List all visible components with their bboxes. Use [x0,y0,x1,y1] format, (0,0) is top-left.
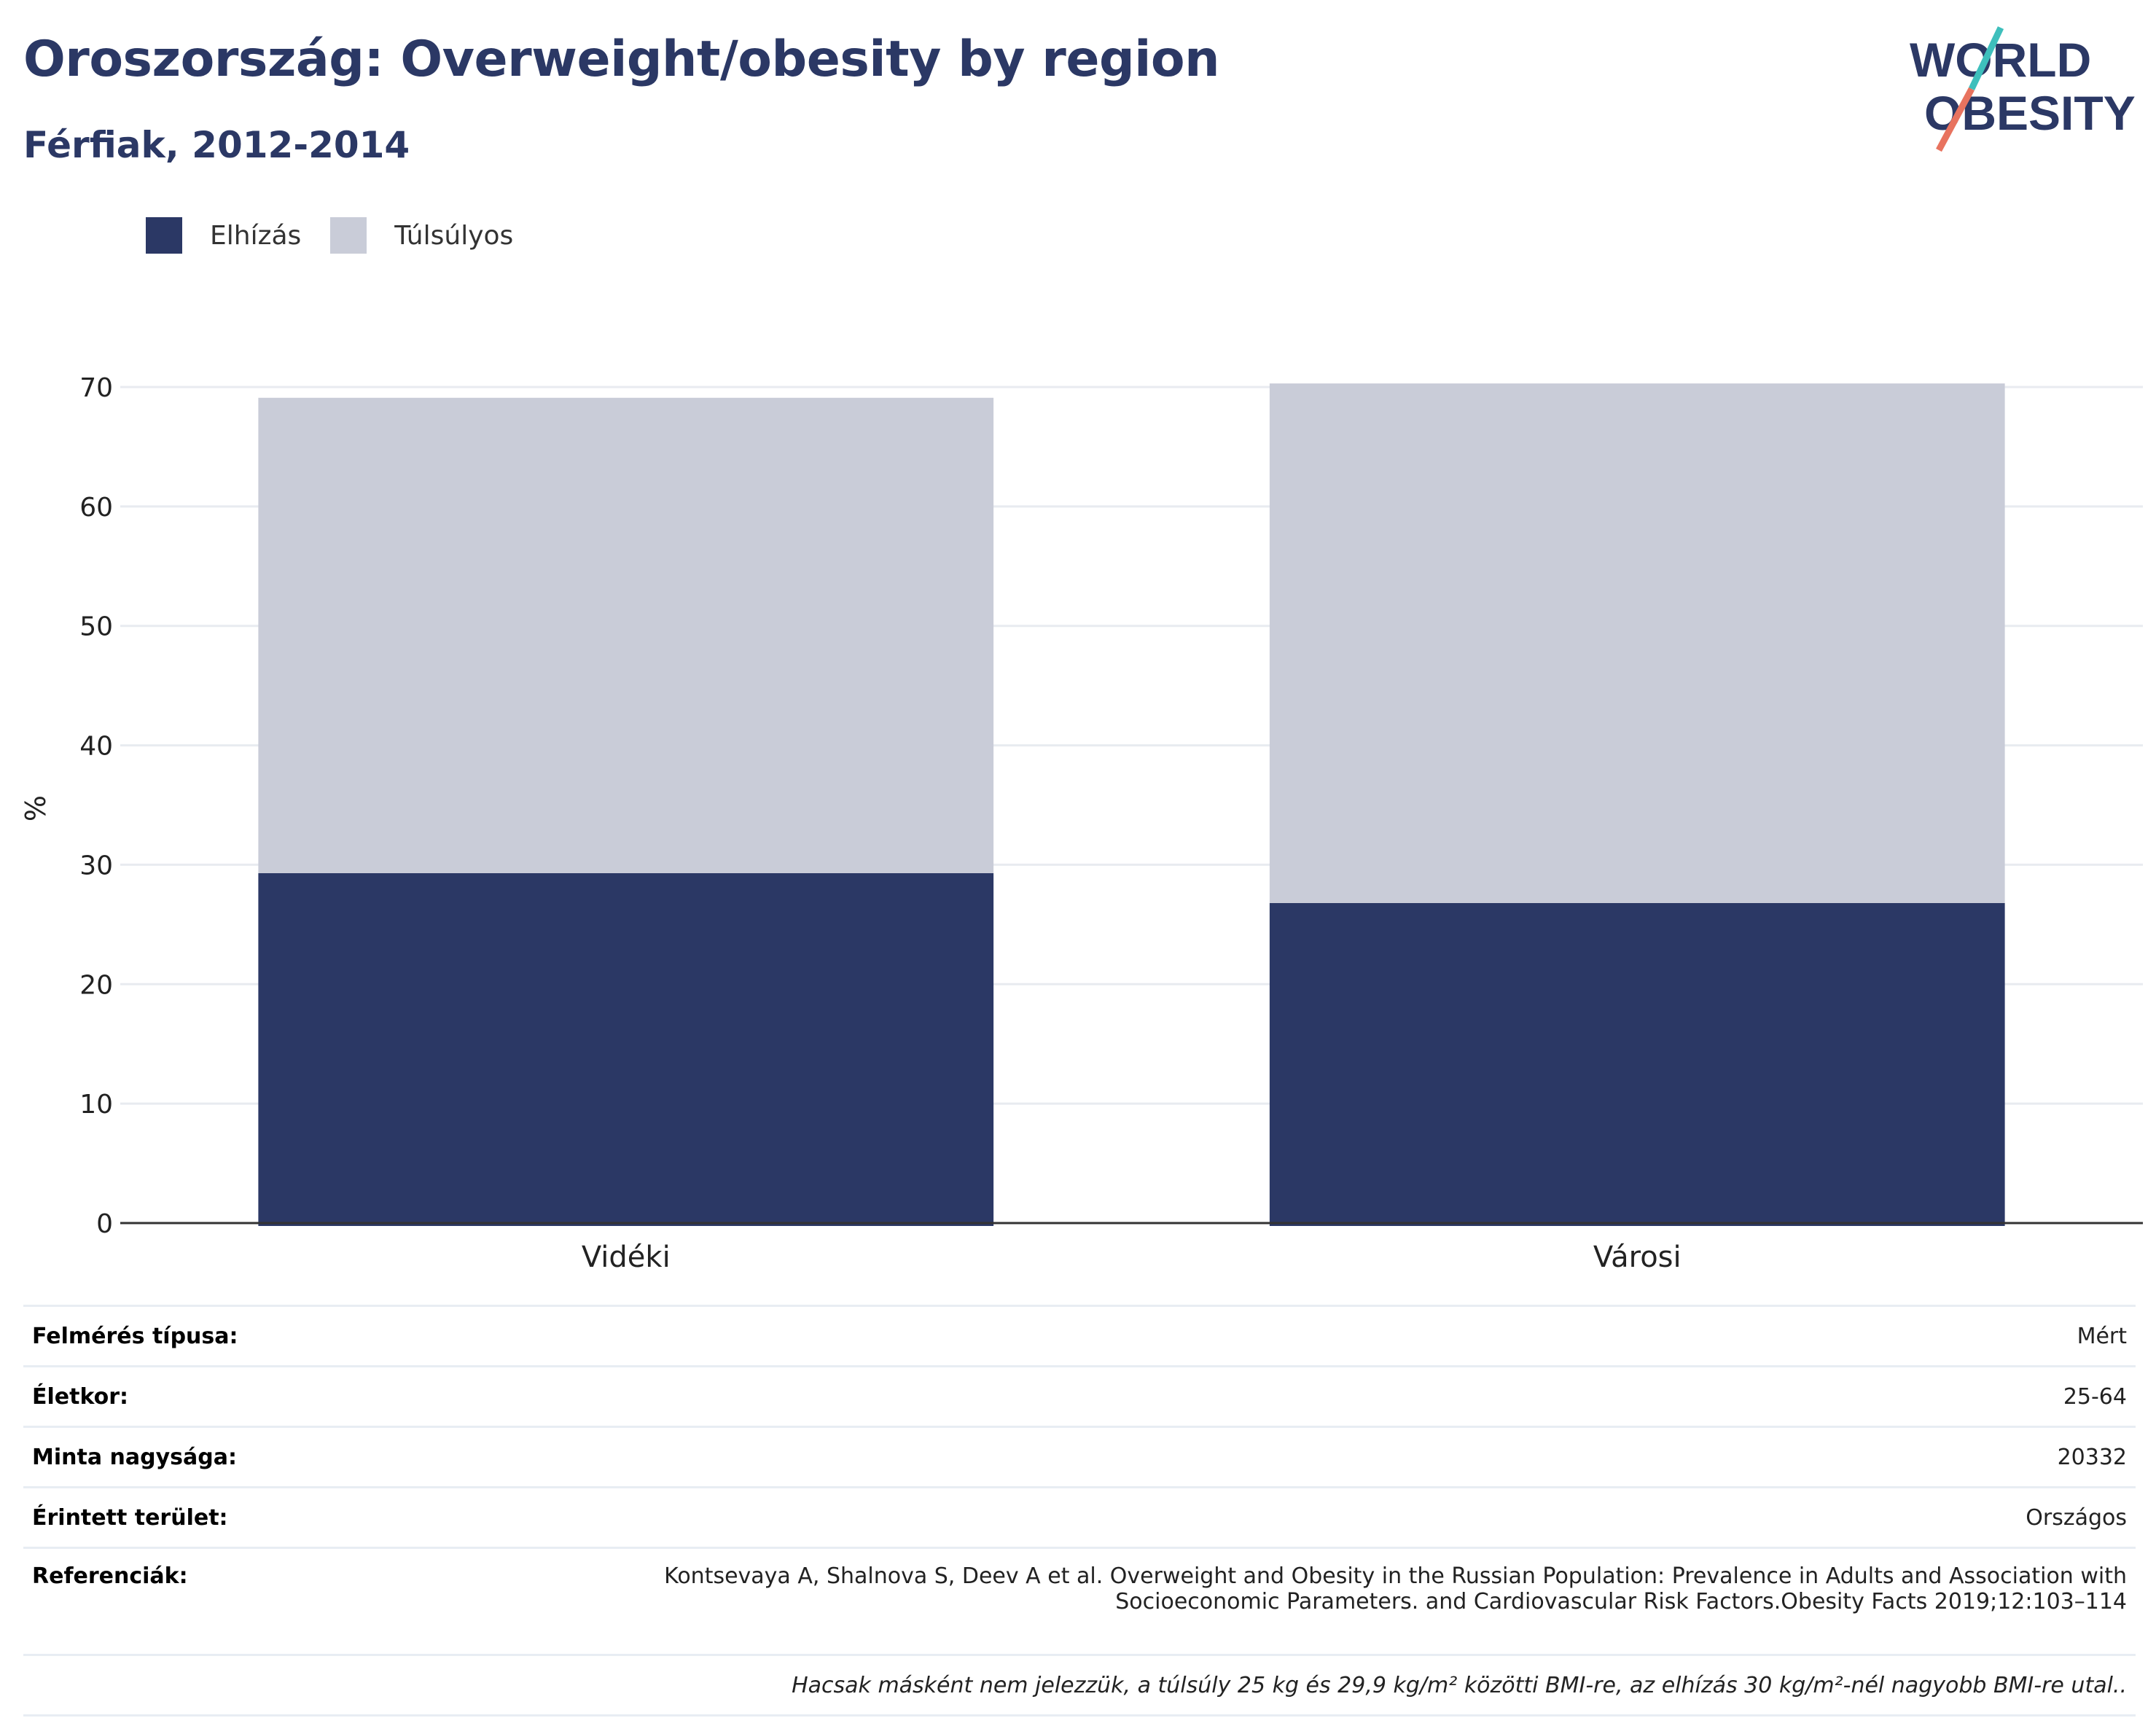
logo-line1: WORLD [1910,33,2091,87]
survey-info-table: Felmérés típusa: Mért Életkor: 25-64 Min… [23,1305,2136,1717]
legend-label-elhizas: Elhízás [210,220,302,251]
bar-túlsúlyos [258,397,994,873]
reference-text: Kontsevaya A, Shalnova S, Deev A et al. … [332,1547,2136,1655]
info-value: Mért [332,1305,2136,1367]
y-tick-label: 50 [79,612,113,642]
info-label: Referenciák: [23,1547,332,1655]
chart-subtitle: Férfiak, 2012-2014 [23,124,410,166]
legend-item-elhizas: Elhízás [146,217,301,254]
legend-item-tulsulyos: Túlsúlyos [330,217,513,254]
bar-elhízás [258,872,994,1226]
y-tick-label: 40 [79,732,113,762]
y-tick-label: 60 [79,493,113,523]
bar-túlsúlyos [1269,383,2005,903]
info-row-survey-type: Felmérés típusa: Mért [23,1305,2136,1367]
y-tick-label: 20 [79,970,113,1000]
info-value: 20332 [332,1426,2136,1488]
definition-note: Hacsak másként nem jelezzük, a túlsúly 2… [23,1654,2136,1717]
info-row-references: Referenciák: Kontsevaya A, Shalnova S, D… [23,1547,2136,1655]
info-value: Országos [332,1486,2136,1548]
y-axis-title: % [20,795,52,821]
reference-line-2: Socioeconomic Parameters. and Cardiovasc… [1115,1589,2127,1614]
info-label: Érintett terület: [23,1486,332,1548]
legend-label-tulsulyos: Túlsúlyos [394,220,514,251]
world-obesity-logo: WORLD OBESITY [1910,26,2136,152]
x-category-label: Városi [1593,1241,1682,1268]
y-tick-label: 0 [96,1209,113,1239]
logo-slash-teal [1968,26,2004,90]
info-row-age: Életkor: 25-64 [23,1365,2136,1427]
chart-title: Oroszország: Overweight/obesity by regio… [23,31,1220,88]
info-label: Életkor: [23,1365,332,1427]
stacked-bar-chart: 0 10 20 30 40 50 60 70% Vidéki Városi [20,373,2143,1268]
y-tick-label: 70 [79,373,113,403]
reference-line-1: Kontsevaya A, Shalnova S, Deev A et al. … [664,1563,2127,1589]
info-row-area: Érintett terület: Országos [23,1486,2136,1548]
legend-swatch-tulsulyos [330,217,367,254]
chart-legend: Elhízás Túlsúlyos [146,217,542,254]
info-value: 25-64 [332,1365,2136,1427]
info-label: Minta nagysága: [23,1426,332,1488]
info-row-sample-size: Minta nagysága: 20332 [23,1426,2136,1488]
info-label: Felmérés típusa: [23,1305,332,1367]
logo-slash-coral [1936,87,1975,152]
y-tick-label: 10 [79,1090,113,1120]
x-category-label: Vidéki [582,1241,671,1268]
y-tick-label: 30 [79,851,113,880]
bar-elhízás [1269,902,2005,1226]
info-row-note: Hacsak másként nem jelezzük, a túlsúly 2… [23,1654,2136,1717]
legend-swatch-elhizas [146,217,182,254]
